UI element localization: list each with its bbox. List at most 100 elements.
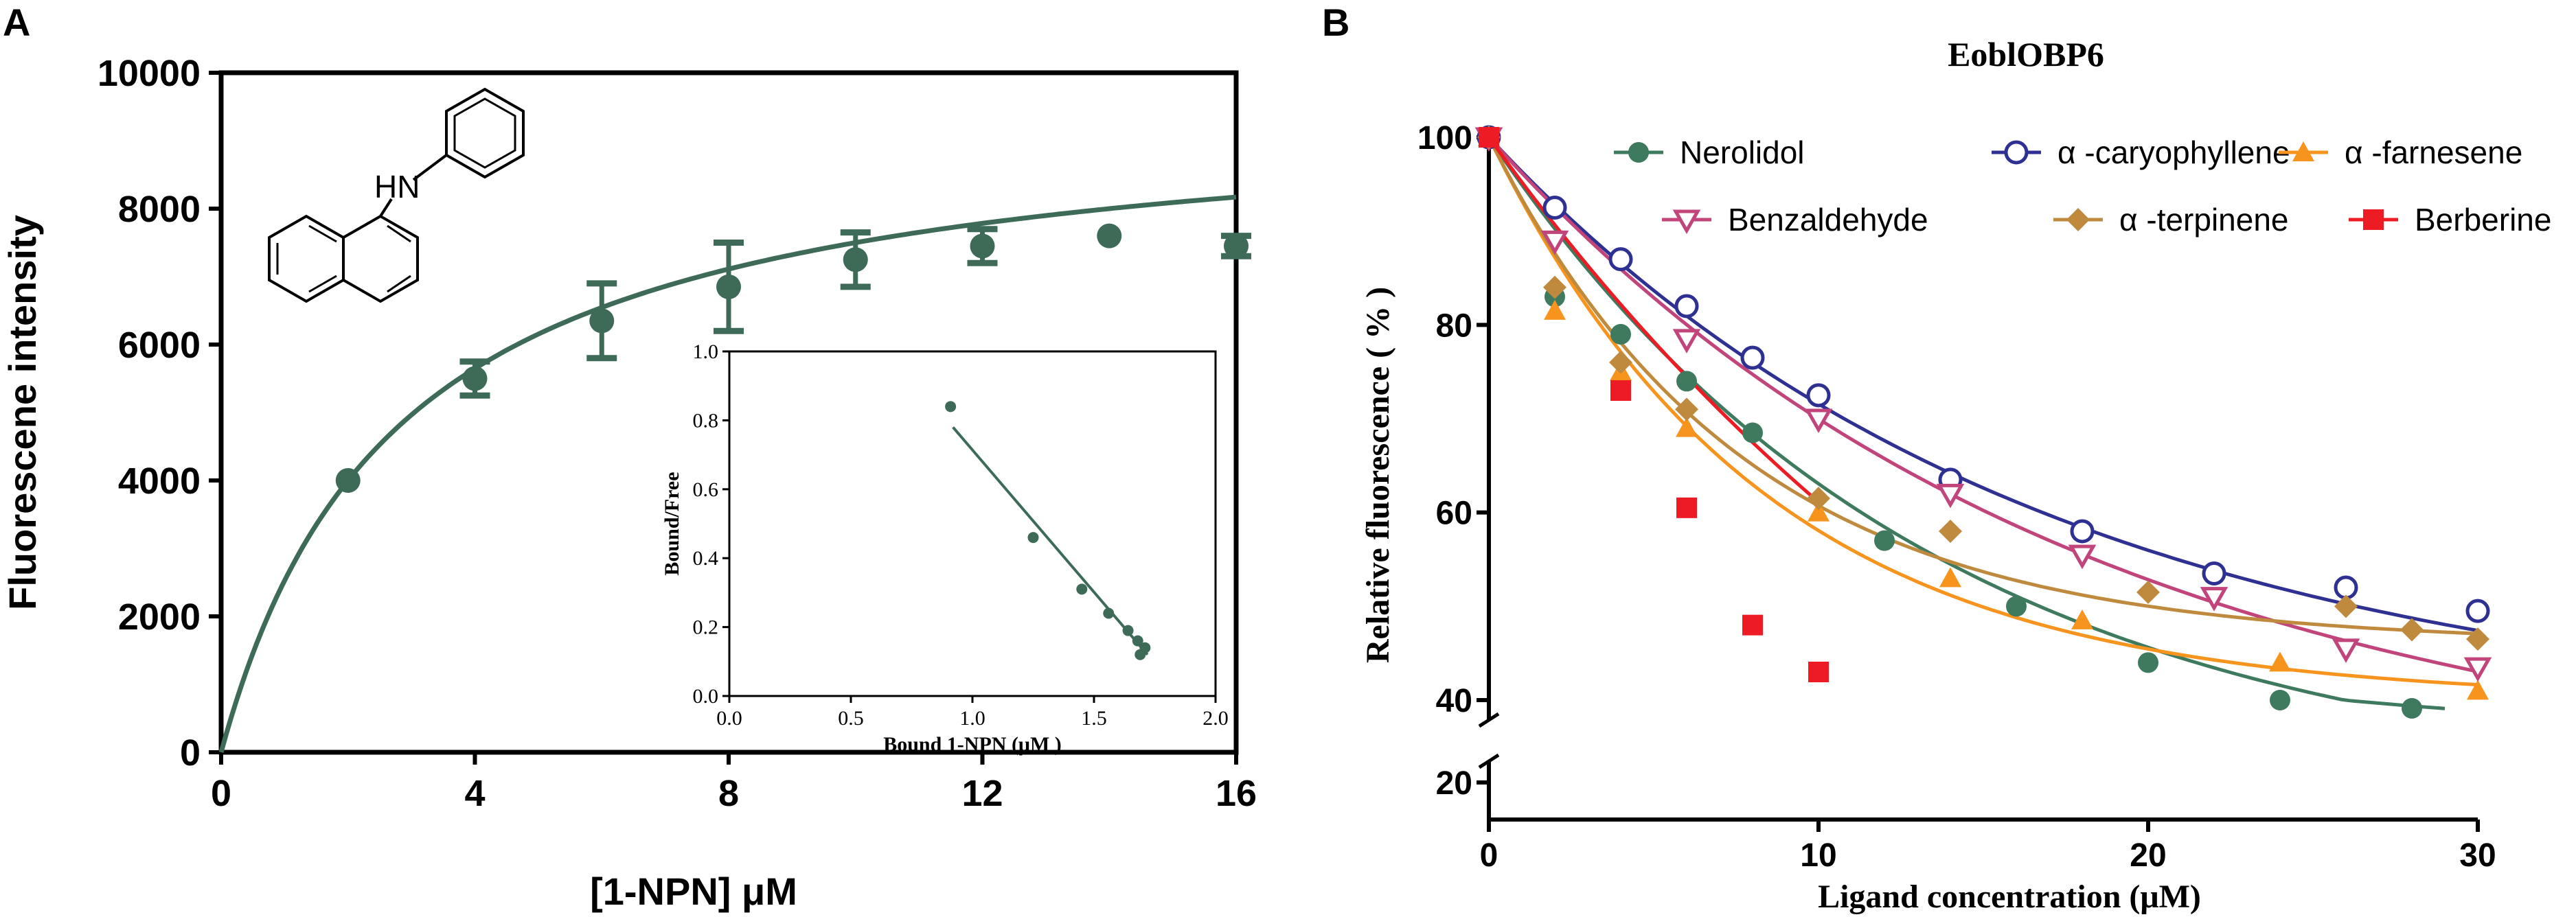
legend-swatch-marker <box>2004 140 2029 165</box>
panel-a-y-tick-label: 0 <box>180 732 201 774</box>
fit-curve <box>1488 136 2478 673</box>
inset-y-tick-label: 0.6 <box>693 478 719 501</box>
inset-x-tick-label: 1.5 <box>1081 707 1107 730</box>
data-point <box>2202 561 2226 585</box>
panel-b-axis-break-mark <box>1478 712 1500 728</box>
inset-x-tick-label: 2.0 <box>1202 707 1229 730</box>
inset-y-tick-label: 0.8 <box>693 409 719 432</box>
inset-y-tick-label: 0.2 <box>693 616 719 639</box>
data-point <box>1675 397 1698 421</box>
data-point <box>1806 383 1831 408</box>
inset-data-point <box>1103 607 1115 619</box>
panel-label-b: B <box>1322 1 1349 44</box>
panel-b-chart: EoblOBP6 0 10 20 30 20 40 60 80 100 Nerolidol α -… <box>1360 35 2551 915</box>
inset-data-points <box>945 401 1151 660</box>
data-point <box>1742 422 1763 443</box>
panel-a-data-point <box>335 468 361 493</box>
legend-label: α -terpinene <box>2119 202 2289 237</box>
inset-data-point <box>1076 583 1088 595</box>
data-point <box>1939 567 1961 588</box>
data-point <box>1540 230 1569 255</box>
legend-swatch-marker <box>2292 141 2314 161</box>
data-point <box>1479 127 1499 148</box>
inset-y-tick-label: 0.4 <box>693 547 719 570</box>
panel-a-inset-chart: 0.0 0.5 1.0 1.5 2.0 0.0 0.2 0.4 0.6 0.8 1.0 Bound … <box>661 340 1229 756</box>
panel-a-axes: 0 4 8 12 16 0 2000 4000 6000 8000 10000 <box>98 53 1257 814</box>
data-point <box>2465 599 2490 623</box>
inset-y-axis-label: Bound/Free <box>661 472 683 575</box>
panel-a-data-point <box>1224 233 1249 259</box>
data-point <box>1610 380 1631 401</box>
inset-data-point <box>1027 532 1039 544</box>
data-point <box>2068 544 2097 570</box>
data-point <box>1672 329 1701 353</box>
panel-b-y-tick-label: 20 <box>1436 765 1472 802</box>
data-point <box>2136 580 2160 604</box>
panel-a-y-tick-label: 8000 <box>118 189 201 230</box>
inset-data-point <box>1122 625 1134 636</box>
data-point <box>1936 483 1965 509</box>
panel-b-axis-break-mark <box>1478 753 1500 769</box>
panel-a-data-point <box>1097 223 1122 248</box>
data-point <box>2138 652 2158 673</box>
data-point <box>2200 587 2229 612</box>
legend-swatch-marker <box>2363 209 2384 230</box>
data-point <box>1543 275 1566 299</box>
data-point <box>1740 345 1765 370</box>
panel-a-x-tick-label: 4 <box>464 773 485 814</box>
data-point <box>1608 247 1633 272</box>
data-point <box>1939 520 1962 543</box>
data-point <box>1676 417 1698 437</box>
data-point <box>1674 294 1699 318</box>
data-point <box>2463 657 2492 682</box>
panel-a-y-axis-label: Fluorescene intensity <box>1 215 44 610</box>
panel-a-y-tick-label: 6000 <box>118 325 201 366</box>
data-point <box>1609 351 1632 374</box>
legend-swatch-marker <box>1628 142 1649 163</box>
panel-a-data-points <box>335 223 1249 493</box>
data-point <box>1874 530 1895 551</box>
data-point <box>1542 196 1567 220</box>
fit-curve <box>1487 136 2478 636</box>
panel-a-y-tick-label: 2000 <box>118 596 201 638</box>
inset-y-tick-label: 0.0 <box>693 685 719 708</box>
data-point <box>1610 324 1631 345</box>
data-point <box>2467 680 2489 700</box>
panel-a-chart: 0 4 8 12 16 0 2000 4000 6000 8000 10000 [1-NPN] μM… <box>1 53 1257 913</box>
panel-b-y-axis-label: Relative fluorescence ( % ) <box>1360 287 1396 663</box>
panel-a-y-tick-label: 10000 <box>98 53 201 94</box>
inset-x-tick-label: 1.0 <box>959 707 985 730</box>
data-point <box>2400 618 2424 642</box>
panel-b-y-tick-label: 40 <box>1436 683 1472 719</box>
panel-a-data-point <box>462 366 488 391</box>
panel-a-x-tick-label: 8 <box>718 773 739 814</box>
panel-b-legend: Nerolidol α -caryophyllene α -farnesene Ben… <box>1614 135 2551 237</box>
panel-a-y-tick-label: 4000 <box>118 461 201 502</box>
data-point <box>1808 501 1830 522</box>
inset-y-tick-label: 1.0 <box>693 340 719 363</box>
panel-b-title: EoblOBP6 <box>1948 35 2104 73</box>
panel-a-x-tick-label: 0 <box>211 773 231 814</box>
data-point <box>2402 698 2422 719</box>
inset-x-tick-label: 0.0 <box>716 707 742 730</box>
data-point <box>1676 371 1697 392</box>
data-point <box>1808 662 1829 682</box>
inset-data-point <box>945 401 957 413</box>
panel-a-data-point <box>589 308 615 334</box>
data-point <box>1807 487 1830 511</box>
molecule-nh-label: HN <box>374 169 420 205</box>
panel-b-fit-curves <box>1487 136 2478 710</box>
inset-data-point <box>1135 649 1146 660</box>
panel-a-data-point <box>843 247 868 272</box>
data-point <box>2332 638 2360 663</box>
panel-b-x-axis-label: Ligand concentration (μM) <box>1818 879 2201 915</box>
legend-swatch-marker <box>2066 208 2090 231</box>
legend-label: Benzaldehyde <box>1728 202 1928 237</box>
data-point <box>1742 614 1763 636</box>
legend-label: Berberine <box>2415 202 2551 237</box>
legend-label: α -farnesene <box>2345 135 2522 170</box>
data-point <box>2334 594 2358 618</box>
data-point <box>1804 408 1833 434</box>
data-point <box>1544 299 1566 320</box>
